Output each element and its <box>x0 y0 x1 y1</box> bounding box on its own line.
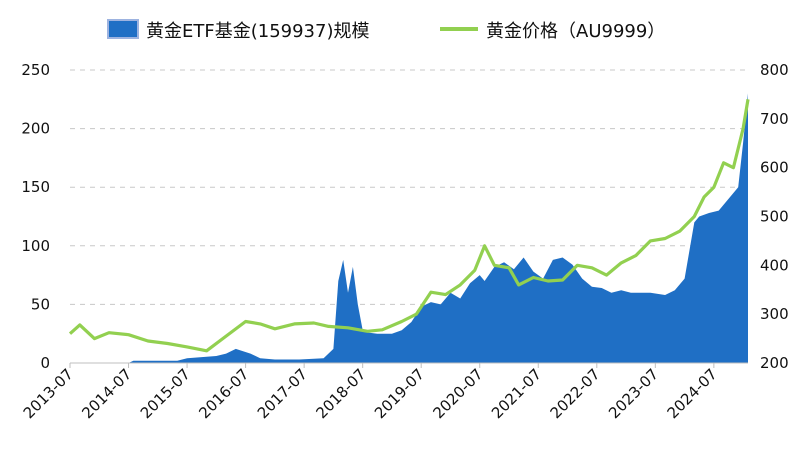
y-right-tick-label: 800 <box>760 61 789 79</box>
gold-price-polyline <box>68 99 750 353</box>
x-tick-label: 2014-07 <box>78 365 135 422</box>
y-right-tick-label: 400 <box>760 256 789 274</box>
x-tick-label: 2023-07 <box>605 365 662 422</box>
x-tick-label: 2016-07 <box>195 365 252 422</box>
legend-label-etf: 黄金ETF基金(159937)规模 <box>146 21 369 42</box>
etf-size-area <box>70 93 748 364</box>
legend-swatch-etf <box>107 19 139 39</box>
y-left-tick-label: 50 <box>31 295 50 313</box>
grid-lines <box>70 69 748 305</box>
legend: 黄金ETF基金(159937)规模 黄金价格（AU9999） <box>107 19 665 42</box>
y-left-tick-label: 100 <box>21 237 50 255</box>
x-tick-label: 2020-07 <box>430 365 487 422</box>
legend-label-gold: 黄金价格（AU9999） <box>486 21 665 42</box>
y-left-tick-label: 150 <box>21 178 50 196</box>
x-tick-label: 2013-07 <box>20 365 77 422</box>
x-tick-label: 2017-07 <box>254 365 311 422</box>
y-right-tick-label: 600 <box>760 159 789 177</box>
y-left-tick-label: 200 <box>21 120 50 138</box>
y-right-tick-label: 500 <box>760 208 789 226</box>
x-tick-label: 2024-07 <box>664 365 721 422</box>
y-right-tick-label: 200 <box>760 354 789 372</box>
etf-size-area-path <box>70 93 748 364</box>
axes: 0 50 100 150 200 250 200 300 400 500 600 700 800 2013… <box>20 61 789 422</box>
gold-price-line <box>68 99 750 353</box>
x-tick-label: 2015-07 <box>137 365 194 422</box>
y-left-tick-label: 250 <box>21 61 50 79</box>
x-tick-label: 2022-07 <box>547 365 604 422</box>
y-left-tick-label: 0 <box>40 354 50 372</box>
x-tick-label: 2021-07 <box>488 365 545 422</box>
x-tick-label: 2018-07 <box>312 365 369 422</box>
x-tick-label: 2019-07 <box>371 365 428 422</box>
y-right-tick-label: 700 <box>760 110 789 128</box>
y-right-tick-label: 300 <box>760 305 789 323</box>
